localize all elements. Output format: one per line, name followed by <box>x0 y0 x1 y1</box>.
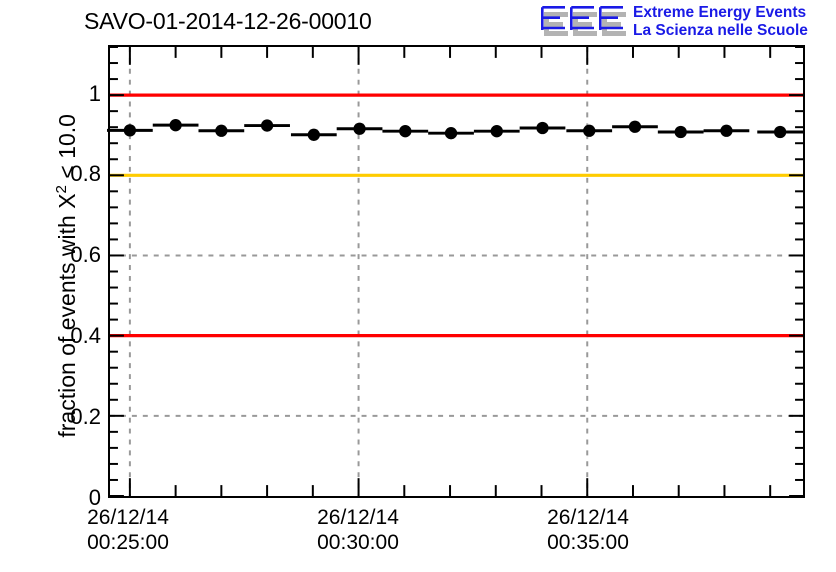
data-point <box>490 125 503 138</box>
plot-canvas <box>107 46 803 497</box>
data-point <box>215 124 228 137</box>
data-point <box>353 122 366 135</box>
eee-logo-line-1: Extreme Energy Events <box>633 4 807 21</box>
data-point <box>536 121 549 135</box>
data-point <box>583 124 596 137</box>
eee-logo-text: Extreme Energy Events La Scienza nelle S… <box>633 4 808 40</box>
x-tick-label-date: 26/12/14 <box>87 506 169 529</box>
eee-logo-icon <box>541 6 626 36</box>
y-axis-tick-labels: 0 0.2 0.4 0.6 0.8 1 <box>0 45 101 510</box>
x-axis-tick-labels: 26/12/14 00:25:00 26/12/14 00:30:00 26/12/14… <box>0 505 836 565</box>
y-tick-label: 0.6 <box>70 242 101 268</box>
data-point <box>720 124 733 137</box>
data-point <box>260 119 274 132</box>
eee-logo-line-2: La Scienza nelle Scuole <box>633 22 808 39</box>
data-point <box>169 119 182 132</box>
data-point <box>773 125 787 139</box>
y-tick-label: 0 <box>88 485 101 510</box>
y-tick-label: 0.8 <box>70 161 101 187</box>
y-axis-ticks <box>110 46 803 497</box>
page-title: SAVO-01-2014-12-26-00010 <box>84 8 372 34</box>
y-tick-label: 1 <box>88 80 101 106</box>
data-point <box>444 127 458 140</box>
data-point <box>399 125 412 138</box>
x-tick-label: 26/12/14 00:30:00 <box>317 505 399 555</box>
x-tick-label-time: 00:30:00 <box>317 531 399 554</box>
data-points <box>123 119 787 141</box>
x-tick-label-date: 26/12/14 <box>547 506 629 529</box>
x-tick-label-time: 00:25:00 <box>87 531 169 554</box>
x-tick-label: 26/12/14 00:25:00 <box>87 505 169 555</box>
data-point <box>628 120 642 133</box>
x-tick-label: 26/12/14 00:35:00 <box>547 505 629 555</box>
y-tick-label: 0.4 <box>70 323 101 349</box>
x-tick-label-time: 00:35:00 <box>547 531 629 554</box>
horizontal-gridlines <box>110 94 803 417</box>
plot-frame <box>107 45 805 498</box>
eee-logo: Extreme Energy Events La Scienza nelle S… <box>541 3 833 43</box>
vertical-gridlines <box>128 47 589 496</box>
data-point <box>307 128 320 141</box>
y-tick-label: 0.2 <box>70 404 101 430</box>
x-axis-ticks <box>128 47 772 496</box>
x-tick-label-date: 26/12/14 <box>317 506 399 529</box>
data-point <box>674 125 687 139</box>
reference-lines <box>110 93 803 338</box>
data-point <box>123 124 137 137</box>
